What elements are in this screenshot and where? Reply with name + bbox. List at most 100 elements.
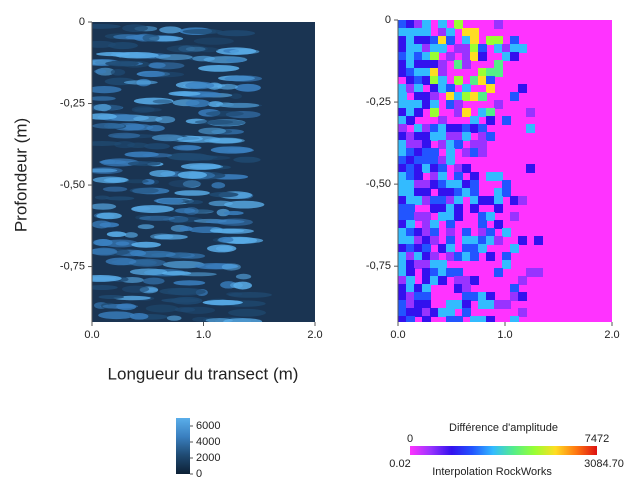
texture <box>430 172 439 181</box>
texture <box>122 124 154 131</box>
texture <box>159 26 182 34</box>
texture <box>430 36 439 45</box>
texture <box>494 68 503 77</box>
texture <box>494 100 503 109</box>
texture <box>224 200 265 209</box>
texture <box>398 116 407 125</box>
texture <box>145 304 179 313</box>
texture <box>446 236 455 245</box>
texture <box>414 148 423 157</box>
texture <box>462 292 471 301</box>
texture <box>221 263 241 271</box>
texture <box>494 172 503 181</box>
texture <box>414 196 423 205</box>
texture <box>494 20 503 29</box>
texture <box>454 188 463 197</box>
texture <box>106 231 127 238</box>
texture <box>430 220 439 229</box>
texture <box>430 60 439 69</box>
texture <box>438 268 447 277</box>
texture <box>398 188 407 197</box>
texture <box>398 20 407 29</box>
texture <box>92 23 121 29</box>
texture <box>438 44 447 53</box>
texture <box>166 152 202 161</box>
texture <box>168 91 201 97</box>
texture <box>398 284 407 293</box>
texture <box>486 196 495 205</box>
texture <box>129 268 168 276</box>
texture <box>510 92 519 101</box>
colorbar-tick-label: 0 <box>196 468 202 479</box>
texture <box>115 51 159 59</box>
texture <box>486 132 495 141</box>
texture <box>470 196 479 205</box>
texture <box>406 276 415 285</box>
texture <box>454 132 463 141</box>
texture <box>161 271 192 276</box>
texture <box>92 167 123 175</box>
texture <box>124 179 149 184</box>
texture <box>446 212 455 221</box>
texture <box>510 196 519 205</box>
texture <box>414 212 423 221</box>
texture <box>398 236 407 245</box>
texture <box>414 188 423 197</box>
texture <box>430 52 439 61</box>
texture <box>470 28 479 37</box>
texture <box>156 54 193 61</box>
texture <box>422 180 431 189</box>
texture <box>422 60 431 69</box>
texture <box>142 277 165 285</box>
texture <box>494 196 503 205</box>
texture <box>470 180 479 189</box>
texture <box>518 308 527 317</box>
texture <box>94 195 110 200</box>
texture <box>422 252 431 261</box>
texture <box>406 284 415 293</box>
texture <box>406 116 415 125</box>
texture <box>422 244 431 253</box>
texture <box>510 44 519 53</box>
texture <box>406 300 415 309</box>
texture <box>176 145 202 150</box>
texture <box>105 257 137 266</box>
texture <box>406 100 415 109</box>
texture <box>422 220 431 229</box>
texture <box>92 113 117 120</box>
texture <box>406 172 415 181</box>
texture <box>406 156 415 165</box>
texture <box>174 190 210 196</box>
texture <box>177 171 208 179</box>
texture <box>414 284 423 293</box>
texture <box>406 84 415 93</box>
texture <box>422 28 431 37</box>
texture <box>223 211 244 216</box>
x-tick-label: 1.0 <box>497 329 512 341</box>
texture <box>207 119 246 126</box>
texture <box>438 172 447 181</box>
texture <box>168 179 202 188</box>
heatmap <box>92 22 315 322</box>
texture <box>470 316 479 322</box>
texture <box>438 204 447 213</box>
texture <box>446 244 455 253</box>
texture <box>174 207 196 214</box>
texture <box>446 28 455 37</box>
y-axis-label: Profondeur (m) <box>11 118 30 232</box>
texture <box>398 300 407 309</box>
texture <box>202 299 243 306</box>
texture <box>438 308 447 317</box>
texture <box>414 300 423 309</box>
texture <box>462 28 471 37</box>
texture <box>486 84 495 93</box>
colorbar <box>410 446 597 455</box>
texture <box>422 212 431 221</box>
texture <box>470 188 479 197</box>
texture <box>478 124 487 133</box>
texture <box>414 172 423 181</box>
texture <box>470 52 479 61</box>
texture <box>414 156 423 165</box>
texture <box>398 252 407 261</box>
texture <box>502 252 511 261</box>
